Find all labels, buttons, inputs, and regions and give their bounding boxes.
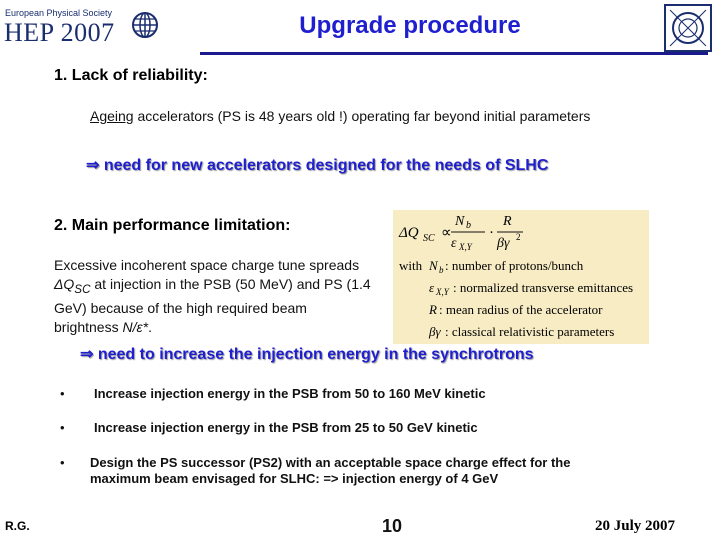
conference-logo-title: HEP 2007 — [4, 18, 115, 47]
bullet-text: Increase injection energy in the PSB fro… — [94, 420, 478, 435]
slide-title: Upgrade procedure — [299, 12, 521, 39]
formula-num1-sub: b — [466, 220, 471, 231]
space-charge-formula: ΔQ SC ∝ N b ε X,Y · R βγ 2 with N b : nu… — [398, 214, 633, 339]
formula-line1-sub: b — [439, 265, 444, 275]
formula-num1: N — [454, 214, 465, 229]
performance-text-end: . — [148, 318, 152, 335]
formula-line4-var: βγ — [428, 324, 441, 339]
formula-line4-text: : classical relativistic parameters — [445, 324, 614, 339]
formula-line1-var: N — [428, 258, 439, 273]
underlined-word: Ageing — [90, 108, 134, 124]
reliability-conclusion-text: need for new accelerators designed for t… — [99, 157, 549, 174]
tune-spread-subscript: SC — [74, 282, 91, 296]
bullet-icon: • — [60, 455, 65, 470]
conference-logo-subtitle: European Physical Society — [5, 8, 113, 18]
brightness-symbol: N/ε* — [122, 318, 149, 335]
formula-lhs: ΔQ — [398, 225, 419, 241]
formula-den2-sup: 2 — [516, 232, 521, 242]
formula-line2-sub: X,Y — [435, 287, 450, 297]
footer-page-number: 10 — [382, 516, 403, 536]
implies-arrow-icon: ⇒ — [80, 346, 94, 363]
reliability-text: accelerators (PS is 48 years old !) oper… — [133, 108, 591, 124]
section-heading-performance: 2. Main performance limitation: — [54, 217, 291, 234]
performance-conclusion-text: need to increase the injection energy in… — [93, 346, 534, 363]
header-divider — [200, 52, 708, 55]
footer-author: R.G. — [5, 519, 30, 533]
formula-line3-text: : mean radius of the accelerator — [439, 302, 603, 317]
cern-logo-icon — [664, 4, 712, 52]
performance-conclusion: ⇒ need to increase the injection energy … — [80, 344, 534, 364]
formula-line1-text: : number of protons/bunch — [445, 258, 584, 273]
formula-line2-text: : normalized transverse emittances — [453, 280, 633, 295]
bullet-icon: • — [60, 420, 65, 435]
formula-den1-sub: X,Y — [458, 242, 473, 252]
performance-text-a: Excessive incoherent space charge tune s… — [54, 257, 360, 273]
globe-icon — [132, 12, 158, 38]
performance-paragraph: Excessive incoherent space charge tune s… — [54, 256, 374, 337]
reliability-paragraph: Ageing accelerators (PS is 48 years old … — [90, 107, 610, 125]
reliability-conclusion: ⇒ need for new accelerators designed for… — [86, 155, 548, 175]
formula-line2-var: ε — [429, 280, 435, 295]
formula-den1: ε — [451, 236, 457, 251]
bullet-text: Design the PS successor (PS2) with an ac… — [90, 455, 571, 486]
section-heading-reliability: 1. Lack of reliability: — [54, 67, 208, 84]
performance-text-b: at injection in the PSB (50 MeV) and PS … — [54, 276, 371, 335]
formula-box: ΔQ SC ∝ N b ε X,Y · R βγ 2 with N b : nu… — [393, 210, 649, 344]
bullet-text: Increase injection energy in the PSB fro… — [94, 386, 486, 401]
formula-line3-var: R — [428, 302, 437, 317]
formula-den2: βγ — [496, 236, 510, 251]
formula-line1-pre: with — [399, 258, 423, 273]
bullet-icon: • — [60, 386, 65, 401]
implies-arrow-icon: ⇒ — [86, 157, 100, 174]
tune-spread-symbol: ΔQ — [54, 276, 75, 292]
formula-num2: R — [502, 214, 512, 229]
formula-prop: ∝ — [441, 225, 452, 241]
formula-dot: · — [489, 225, 494, 241]
formula-lhs-sub: SC — [423, 233, 435, 244]
footer-date: 20 July 2007 — [595, 518, 676, 534]
